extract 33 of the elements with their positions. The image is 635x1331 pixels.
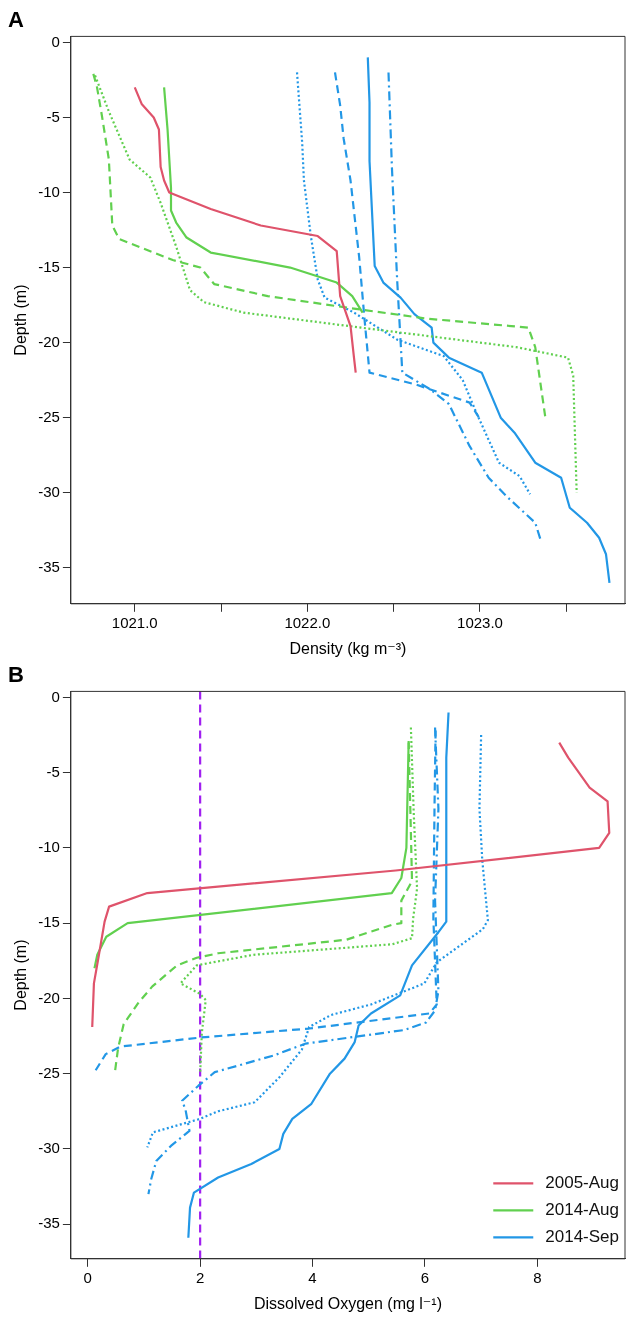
y-axis-title: Depth (m) (12, 939, 30, 1011)
chart-title: A (8, 7, 24, 33)
y-tick-label: 0 (51, 32, 60, 50)
x-tick-label: 1023.0 (457, 613, 503, 631)
chart-title: B (8, 662, 24, 688)
y-tick-label: -15 (38, 913, 60, 931)
x-tick-label: 8 (533, 1268, 542, 1286)
y-tick-label: 0 (51, 687, 60, 705)
y-axis-title: Depth (m) (12, 284, 30, 356)
x-tick-label: 2 (195, 1268, 205, 1286)
y-tick-label: -10 (38, 838, 60, 856)
y-tick-label: -30 (38, 1139, 60, 1157)
y-tick-label: -20 (38, 332, 60, 350)
x-tick-label: 4 (308, 1268, 317, 1286)
y-tick-label: -5 (46, 762, 60, 780)
x-tick-label: 1021.0 (111, 613, 158, 631)
y-tick-label: -25 (38, 407, 60, 425)
x-axis-title: Density (kg m⁻³) (289, 639, 407, 657)
x-tick-label: 6 (420, 1268, 430, 1286)
y-tick-label: -35 (38, 1214, 60, 1232)
y-tick-label: -10 (38, 182, 60, 200)
y-tick-label: -35 (38, 557, 60, 575)
y-tick-label: -20 (38, 988, 60, 1006)
y-tick-label: -25 (38, 1063, 60, 1081)
legend-label: 2014-Sep (545, 1226, 620, 1246)
legend-label: 2014-Aug (545, 1199, 620, 1219)
y-tick-label: -15 (38, 257, 60, 275)
y-tick-label: -30 (38, 482, 60, 500)
x-axis-title: Dissolved Oxygen (mg l⁻¹) (253, 1294, 442, 1312)
x-tick-label: 0 (83, 1268, 92, 1286)
x-tick-label: 1022.0 (284, 613, 331, 631)
legend-label: 2005-Aug (545, 1172, 620, 1192)
y-tick-label: -5 (46, 107, 60, 125)
